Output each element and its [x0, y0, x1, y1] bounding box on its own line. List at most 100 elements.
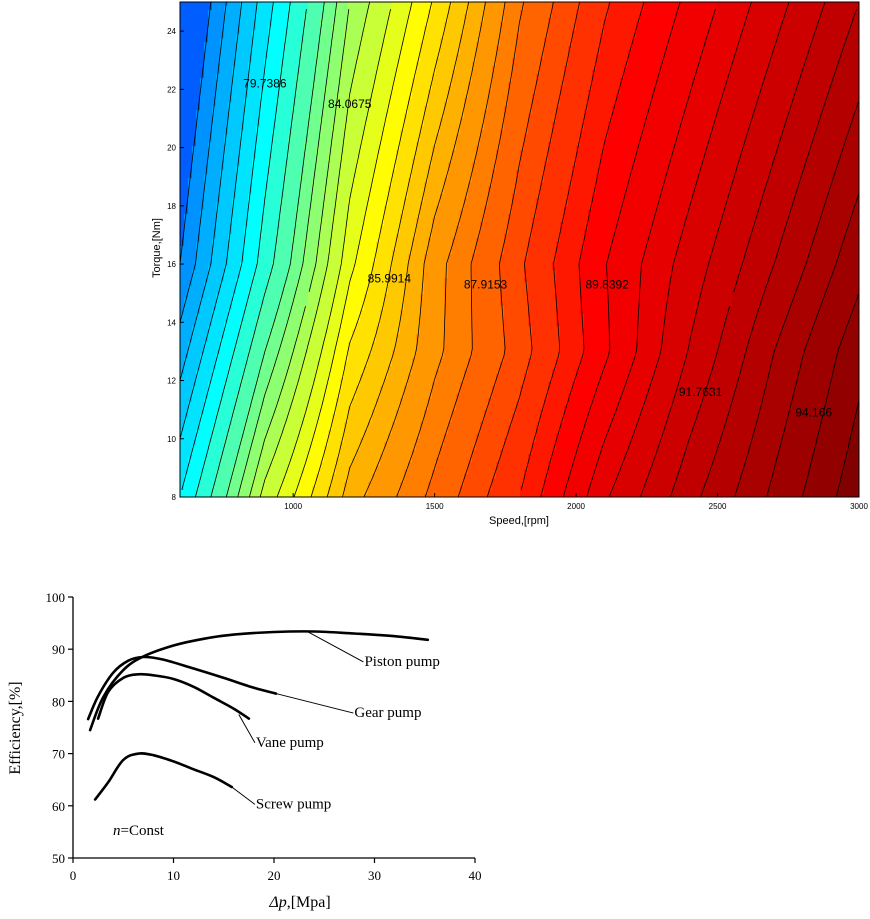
- contour-cell: [560, 34, 565, 39]
- contour-cell: [476, 6, 481, 11]
- contour-cell: [680, 2, 685, 7]
- contour-cell: [260, 34, 265, 39]
- contour-cell: [324, 22, 329, 27]
- contour-cell: [312, 34, 317, 39]
- contour-cell: [456, 2, 461, 7]
- contour-cell: [512, 10, 517, 15]
- contour-cell: [528, 2, 533, 7]
- contour-cell: [680, 18, 685, 23]
- contour-cell: [560, 18, 565, 23]
- contour-cell: [188, 34, 193, 39]
- contour-cell: [820, 18, 825, 23]
- contour-cell: [480, 38, 485, 43]
- contour-cell: [748, 18, 753, 23]
- contour-cell: [628, 34, 633, 39]
- contour-cell: [524, 26, 529, 31]
- contour-cell: [728, 10, 733, 15]
- contour-cell: [716, 14, 721, 19]
- contour-cell: [376, 2, 381, 7]
- contour-cell: [840, 6, 845, 11]
- contour-cell: [756, 14, 761, 19]
- contour-cell: [308, 6, 313, 11]
- contour-cell: [804, 10, 809, 15]
- contour-cell: [692, 26, 697, 31]
- contour-cell: [728, 2, 733, 7]
- contour-cell: [588, 30, 593, 35]
- contour-cell: [672, 30, 677, 35]
- contour-cell: [312, 18, 317, 23]
- contour-cell: [328, 6, 333, 11]
- contour-cell: [640, 26, 645, 31]
- contour-cell: [652, 2, 657, 7]
- contour-cell: [196, 38, 201, 43]
- contour-cell: [564, 10, 569, 15]
- contour-cell: [656, 26, 661, 31]
- contour-cell: [416, 14, 421, 19]
- contour-cell: [592, 6, 597, 11]
- contour-cell: [400, 14, 405, 19]
- contour-cell: [664, 10, 669, 15]
- contour-cell: [840, 26, 845, 31]
- contour-cell: [440, 6, 445, 11]
- contour-cell: [592, 2, 597, 7]
- contour-cell: [432, 14, 437, 19]
- contour-cell: [660, 18, 665, 23]
- contour-cell: [560, 14, 565, 19]
- contour-cell: [792, 38, 797, 43]
- contour-cell: [772, 14, 777, 19]
- contour-cell: [564, 6, 569, 11]
- contour-cell: [536, 38, 541, 43]
- contour-cell: [684, 14, 689, 19]
- contour-cell: [584, 34, 589, 39]
- contour-cell: [724, 26, 729, 31]
- contour-cell: [192, 18, 197, 23]
- contour-cell: [772, 2, 777, 7]
- contour-cell: [780, 10, 785, 15]
- contour-cell: [700, 10, 705, 15]
- contour-cell: [748, 22, 753, 27]
- contour-cell: [212, 18, 217, 23]
- contour-cell: [376, 26, 381, 31]
- contour-cell: [696, 30, 701, 35]
- contour-cell: [752, 38, 757, 43]
- contour-cell: [364, 38, 369, 43]
- contour-cell: [272, 30, 277, 35]
- contour-cell: [700, 2, 705, 7]
- contour-cell: [424, 38, 429, 43]
- contour-cell: [580, 2, 585, 7]
- contour-cell: [236, 2, 241, 7]
- contour-cell: [348, 22, 353, 27]
- contour-cell: [560, 26, 565, 31]
- contour-cell: [620, 14, 625, 19]
- contour-cell: [232, 2, 237, 7]
- contour-cell: [312, 6, 317, 11]
- contour-cell: [380, 14, 385, 19]
- contour-cell: [308, 26, 313, 31]
- contour-cell: [668, 10, 673, 15]
- contour-cell: [696, 22, 701, 27]
- contour-cell: [564, 18, 569, 23]
- contour-cell: [660, 26, 665, 31]
- contour-cell: [504, 26, 509, 31]
- contour-cell: [292, 38, 297, 43]
- contour-cell: [704, 14, 709, 19]
- contour-cell: [316, 6, 321, 11]
- contour-cell: [656, 30, 661, 35]
- contour-cell: [504, 18, 509, 23]
- contour-cell: [692, 6, 697, 11]
- contour-cell: [216, 30, 221, 35]
- contour-cell: [752, 2, 757, 7]
- contour-cell: [576, 30, 581, 35]
- contour-cell: [552, 30, 557, 35]
- contour-cell: [708, 10, 713, 15]
- contour-cell: [252, 2, 257, 7]
- contour-cell: [184, 2, 189, 7]
- contour-cell: [764, 38, 769, 43]
- contour-cell: [664, 26, 669, 31]
- contour-cell: [684, 30, 689, 35]
- contour-cell: [472, 34, 477, 39]
- contour-cell: [656, 2, 661, 7]
- contour-cell: [196, 34, 201, 39]
- contour-cell: [248, 14, 253, 19]
- contour-cell: [856, 10, 861, 15]
